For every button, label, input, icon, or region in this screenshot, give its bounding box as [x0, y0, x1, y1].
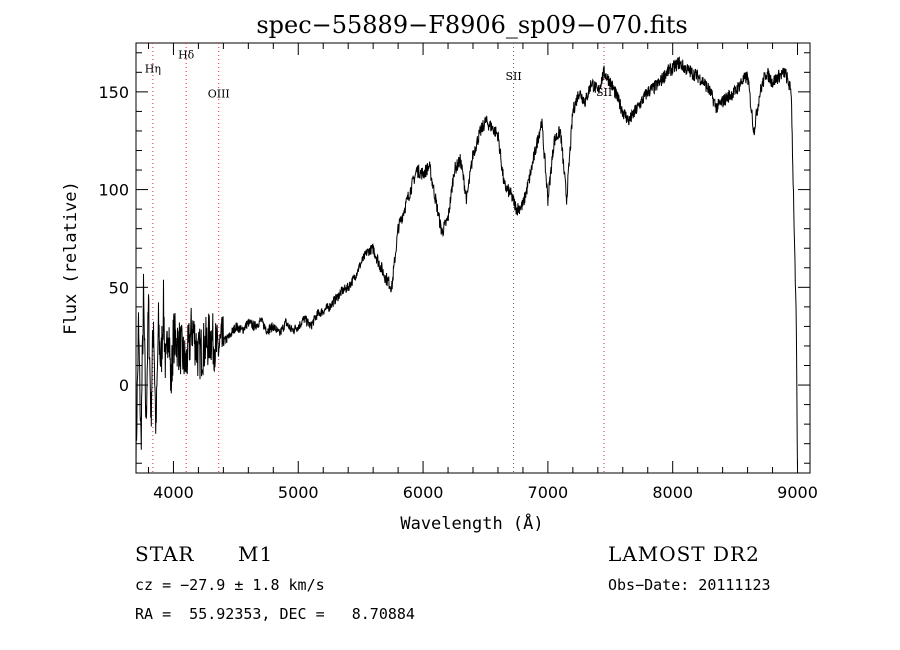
y-tick-label: 100: [98, 181, 129, 200]
spectral-line-label: SII: [505, 70, 521, 83]
x-tick-label: 7000: [528, 483, 569, 502]
spectrum-line: [135, 56, 798, 474]
x-tick-label: 5000: [278, 483, 319, 502]
spectral-line-label: OIII: [208, 88, 230, 101]
x-axis: 4000 5000 6000 7000 8000 9000: [147, 43, 818, 502]
spectral-line-label: Hδ: [178, 49, 195, 62]
object-type: STAR: [135, 542, 195, 566]
redshift-line: cz = −27.9 ± 1.8 km/s: [135, 576, 325, 594]
plot-frame: [135, 42, 811, 474]
survey-name: LAMOST DR2: [608, 542, 760, 566]
y-tick-label: 150: [98, 83, 129, 102]
x-tick-label: 6000: [403, 483, 444, 502]
chart-title: spec−55889−F8906_sp09−070.fits: [256, 11, 687, 39]
spectral-line-label: Hη: [145, 62, 161, 75]
object-subclass: M1: [238, 542, 274, 566]
coordinates-line: RA = 55.92353, DEC = 8.70884: [135, 605, 415, 623]
y-tick-label: 50: [109, 278, 129, 297]
x-axis-label: Wavelength (Å): [400, 512, 543, 534]
y-tick-label: 0: [119, 376, 129, 395]
y-axis: 0 50 100 150: [98, 52, 810, 464]
x-tick-label: 8000: [652, 483, 693, 502]
x-tick-label: 4000: [153, 483, 194, 502]
y-axis-label: Flux (relative): [61, 181, 81, 335]
obs-date-line: Obs−Date: 20111123: [608, 576, 771, 594]
x-tick-label: 9000: [777, 483, 818, 502]
